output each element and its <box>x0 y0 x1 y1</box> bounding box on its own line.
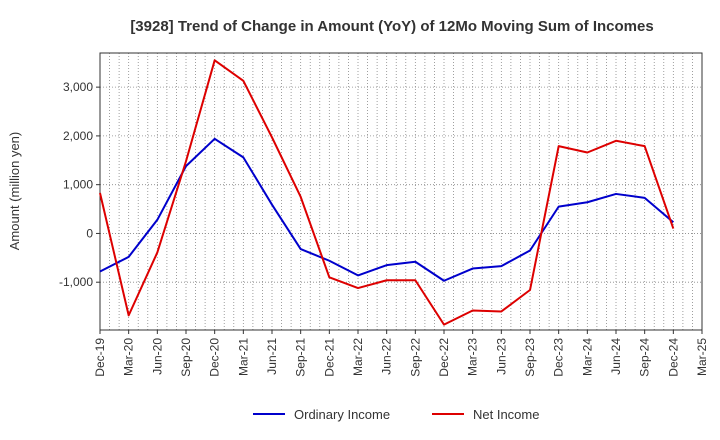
y-tick-label: -1,000 <box>59 275 93 289</box>
x-tick-label: Jun-23 <box>494 338 508 375</box>
series-line-net-income <box>99 59 675 326</box>
series-line-ordinary-income <box>99 137 674 282</box>
x-tick-label: Mar-20 <box>122 338 136 376</box>
x-tick-label: Dec-19 <box>93 338 107 377</box>
y-tick-label: 1,000 <box>63 178 93 192</box>
plot-area: -1,000 0 1,000 2,000 3,000 Dec-19 Mar-20 Jun-20… <box>59 52 709 377</box>
x-tick-label: Sep-24 <box>638 338 652 377</box>
x-tick-label: Sep-21 <box>294 338 308 377</box>
x-tick-label: Mar-24 <box>580 338 594 376</box>
x-tick-label: Jun-24 <box>609 338 623 375</box>
x-tick-label: Mar-21 <box>236 338 250 376</box>
y-tick-label: 0 <box>86 226 93 240</box>
x-tick-label: Jun-20 <box>150 338 164 375</box>
x-tick-label: Dec-23 <box>552 338 566 377</box>
x-tick-label: Mar-22 <box>351 338 365 376</box>
x-tick-label: Sep-20 <box>179 338 193 377</box>
x-tick-label: Sep-23 <box>523 338 537 377</box>
legend-label-net-income: Net Income <box>473 407 539 422</box>
x-tick-label: Mar-25 <box>695 338 709 376</box>
x-tick-label: Dec-24 <box>666 338 680 377</box>
x-tick-label: Sep-22 <box>408 338 422 377</box>
x-tick-label: Dec-21 <box>322 338 336 377</box>
y-axis-label: Amount (million yen) <box>7 132 22 251</box>
legend: Ordinary Income Net Income <box>253 407 539 422</box>
x-tick-label: Dec-22 <box>437 338 451 377</box>
x-tick-label: Mar-23 <box>466 338 480 376</box>
chart-title: [3928] Trend of Change in Amount (YoY) o… <box>130 18 653 35</box>
x-tick-label: Jun-21 <box>265 338 279 375</box>
y-tick-label: 2,000 <box>63 129 93 143</box>
x-tick-label: Dec-20 <box>208 338 222 377</box>
legend-label-ordinary-income: Ordinary Income <box>294 407 390 422</box>
plot-frame <box>99 52 703 331</box>
y-tick-label: 3,000 <box>63 80 93 94</box>
x-tick-label: Jun-22 <box>380 338 394 375</box>
